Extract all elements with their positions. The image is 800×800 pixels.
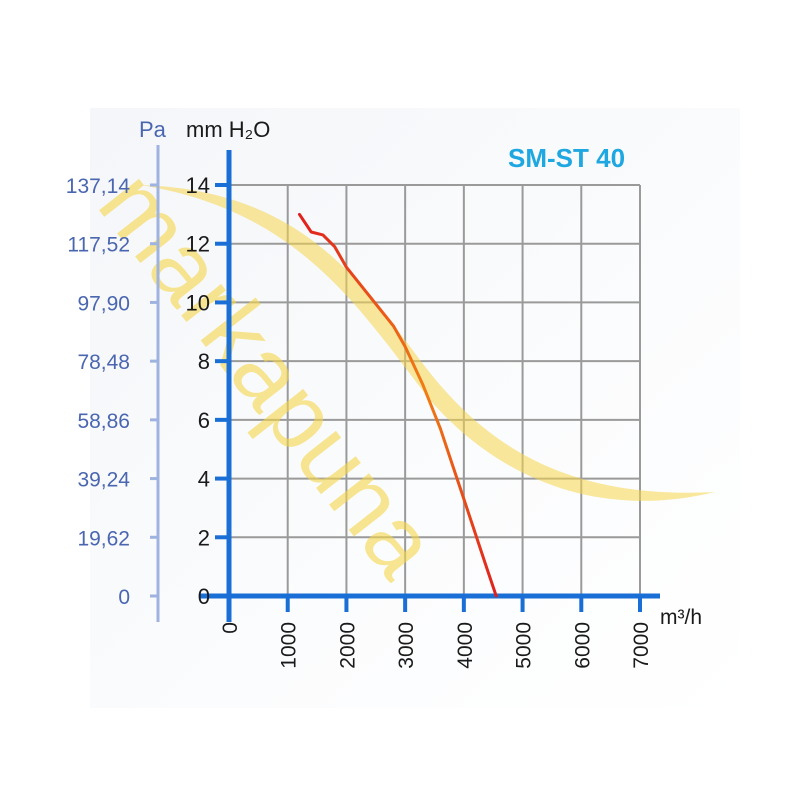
pa-tick-label: 137,14: [66, 175, 131, 198]
pa-tick-label: 117,52: [67, 234, 130, 257]
y-tick-label: 14: [186, 173, 210, 198]
grid: [229, 184, 641, 596]
y-tick-label: 12: [186, 232, 210, 257]
pa-tick-label: 78,48: [77, 351, 130, 374]
x-tick-label: 2000: [336, 622, 359, 669]
pa-tick-label: 0: [118, 586, 130, 609]
plot-background: [90, 108, 740, 708]
curves: [298, 212, 498, 598]
x-tick-label: 5000: [513, 622, 536, 669]
y-tick-label: 6: [198, 408, 210, 433]
y-tick-label: 4: [198, 467, 210, 492]
performance-curve: [298, 212, 498, 598]
pa-tick-label: 39,24: [77, 469, 130, 492]
x-tick-label: 6000: [571, 622, 594, 669]
x-tick-label: 3000: [395, 622, 418, 669]
y-axis-label: mm H₂O: [186, 117, 270, 142]
pa-tick-label: 97,90: [77, 292, 130, 315]
y-tick-label: 2: [198, 525, 210, 550]
x-axis-label: m³/h: [660, 606, 702, 629]
y-tick-label: 8: [198, 349, 210, 374]
x-tick-label: 1000: [278, 622, 301, 669]
labels: 0 2 4 6 8 10 12 14 0 19,62 39,24 58,86 78,48 97,90 117…: [66, 117, 702, 669]
x-tick-label: 7000: [630, 622, 653, 669]
pa-axis-label: Pa: [139, 117, 167, 142]
pa-tick-label: 19,62: [77, 527, 130, 550]
pa-tick-label: 58,86: [77, 410, 130, 433]
chart-title: SM-ST 40: [508, 143, 625, 173]
y-tick-label: 10: [186, 290, 210, 315]
x-tick-label: 4000: [454, 622, 477, 669]
axes: [150, 145, 660, 622]
y-tick-label: 0: [198, 584, 210, 609]
x-tick-label: 0: [219, 622, 242, 634]
